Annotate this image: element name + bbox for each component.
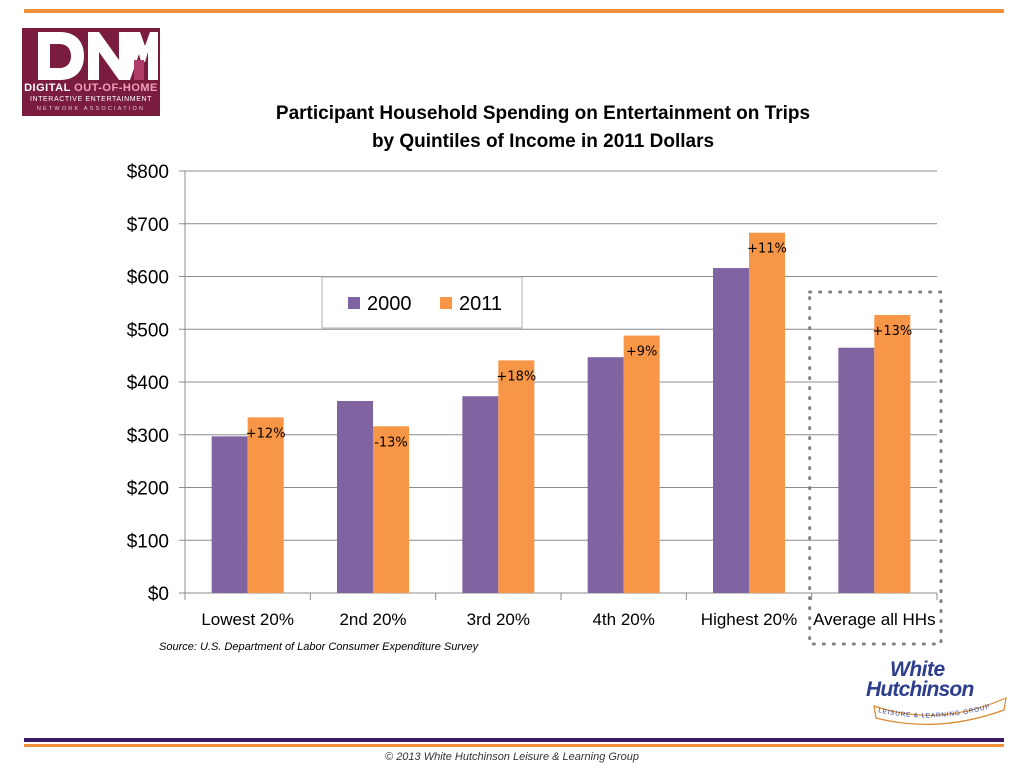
y-tick-label: $0: [148, 584, 169, 605]
data-label: +11%: [747, 242, 787, 257]
data-labels: +12% -13% +18% +9% +11% +13%: [246, 242, 912, 451]
bar-2000: [587, 357, 624, 593]
x-tick-label: Lowest 20%: [201, 610, 294, 629]
y-tick-label: $700: [127, 215, 169, 236]
dnm-logo-mark: [38, 32, 158, 80]
footer-copyright: © 2013 White Hutchinson Leisure & Learni…: [385, 751, 639, 763]
wh-logo-word-1: White: [890, 658, 945, 681]
chart-source: Source: U.S. Department of Labor Consume…: [159, 641, 480, 653]
chart-title-line-2: by Quintiles of Income in 2011 Dollars: [372, 131, 714, 152]
x-tick-label: Highest 20%: [701, 610, 797, 629]
bar-2011: [498, 360, 535, 593]
x-tick-label: 3rd 20%: [467, 610, 530, 629]
bar-2000: [211, 436, 248, 593]
chart-title-line-1: Participant Household Spending on Entert…: [276, 103, 810, 124]
dnm-logo: DIGITAL OUT-OF-HOME INTERACTIVE ENTERTAI…: [22, 28, 160, 116]
bar-2011: [247, 417, 284, 593]
footer-rule-orange: [24, 744, 1004, 747]
footer-rule-purple: [24, 738, 1004, 742]
data-label: -13%: [374, 435, 408, 450]
bar-2000: [462, 396, 499, 593]
bar-2000: [838, 347, 875, 593]
data-label: +12%: [246, 426, 286, 441]
y-tick-label: $600: [127, 268, 169, 289]
wh-logo-word-2: Hutchinson: [866, 678, 974, 701]
x-tick-label: 2nd 20%: [339, 610, 406, 629]
x-tick-label: Average all HHs: [813, 610, 936, 629]
x-tick-labels: Lowest 20% 2nd 20% 3rd 20% 4th 20% Highest 2…: [201, 610, 935, 629]
logo-word-digital: DIGITAL: [24, 82, 71, 94]
bar-2000: [337, 400, 373, 593]
logo-line-3: NETWORK ASSOCIATION: [36, 106, 146, 112]
y-tick-label: $200: [127, 479, 169, 500]
wh-logo-swoosh: LEISURE & LEARNING GROUP: [873, 697, 1007, 725]
legend-label-2000: 2000: [367, 293, 412, 315]
data-label: +9%: [626, 345, 658, 360]
data-label: +13%: [872, 324, 912, 339]
y-tick-label: $400: [127, 373, 169, 394]
highlight-group: [808, 290, 943, 646]
gridlines: [179, 170, 937, 594]
bar-2011: [373, 426, 409, 593]
highlight-box: [808, 290, 943, 646]
header-rule: [24, 9, 1004, 13]
y-tick-label: $300: [127, 426, 169, 447]
axes: [184, 171, 938, 600]
data-label: +18%: [496, 369, 536, 384]
x-tick-label: 4th 20%: [592, 610, 654, 629]
wh-tagline: LEISURE & LEARNING GROUP: [878, 703, 991, 719]
bar-2000: [713, 268, 749, 593]
logo-line-1: DIGITAL OUT-OF-HOME: [22, 82, 160, 94]
y-tick-label: $500: [127, 320, 169, 341]
legend-label-2011: 2011: [459, 293, 502, 315]
bar-2011: [623, 335, 660, 593]
legend-swatch-2011: [440, 297, 452, 309]
bars: [211, 232, 911, 593]
bar-2011: [749, 232, 785, 593]
bar-2011: [874, 315, 911, 593]
y-tick-labels: $0 $100 $200 $300 $400 $500 $600 $700 $800: [127, 162, 169, 605]
y-tick-label: $100: [127, 531, 169, 552]
legend: 2000 2011: [321, 276, 523, 329]
svg-text:LEISURE & LEARNING GROUP: LEISURE & LEARNING GROUP: [878, 703, 992, 719]
logo-line-2: INTERACTIVE ENTERTAINMENT: [29, 96, 153, 103]
white-hutchinson-logo: White Hutchinson LEISURE & LEARNING GROU…: [858, 658, 1008, 730]
logo-word-out-of-home: OUT-OF-HOME: [74, 82, 158, 94]
y-tick-label: $800: [127, 162, 169, 183]
legend-swatch-2000: [348, 297, 360, 309]
